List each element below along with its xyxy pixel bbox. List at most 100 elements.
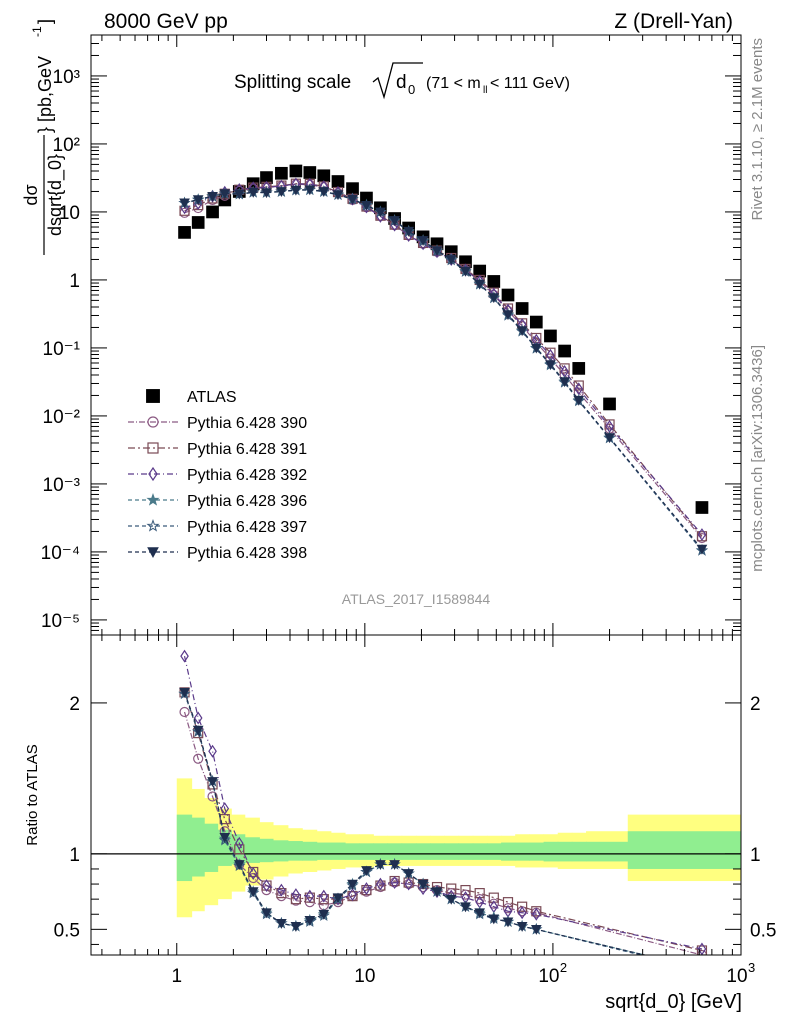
uncertainty-band-inner [627, 831, 742, 869]
x-tick-label: 10 [726, 966, 747, 987]
ratio-y-tick-label-left: 2 [69, 694, 80, 715]
ratio-point-s2-9 [305, 889, 315, 903]
data-point-s0-26 [544, 329, 557, 343]
ratio-point-s1-24 [517, 901, 528, 912]
data-point-s2-28 [573, 380, 584, 391]
data-point-s6-24 [516, 326, 528, 337]
x-tick-label-exponent: 2 [560, 960, 567, 975]
ratio-point-s5-12 [347, 879, 358, 890]
ratio-point-s5-10 [318, 909, 330, 920]
main-ylabel: dσ dsqrt{d_0} } [pb,GeV -1 ] [21, 19, 66, 255]
series-line-2 [184, 183, 703, 537]
uncertainty-band-inner [373, 843, 389, 860]
ratio-point-s1-7 [276, 888, 287, 899]
ratio-point-s5-24 [516, 921, 528, 932]
data-point-s0-29 [603, 397, 616, 411]
y-tick-label: 1 [69, 271, 80, 292]
ratio-point-s2-8 [291, 888, 301, 902]
ratio-point-s5-21 [474, 908, 486, 919]
ratio-point-s0-1 [193, 753, 204, 764]
ratio-point-s5-25 [530, 925, 542, 935]
ratio-frame [90, 634, 742, 956]
legend-label-6: Pythia 6.428 398 [187, 545, 307, 562]
main-marks [178, 164, 709, 556]
ratio-line-5 [183, 692, 648, 955]
ratio-point-s2-4 [234, 836, 244, 850]
legend-label-4: Pythia 6.428 396 [187, 493, 307, 510]
ratio-point-s2-2 [208, 744, 217, 758]
uncertainty-band-inner [345, 843, 360, 860]
ratio-point-s2-25 [531, 907, 541, 921]
uncertainty-band-inner [359, 843, 374, 860]
y-tick-label: 10⁻⁴ [41, 543, 80, 564]
ylabel-unit-end: ] [35, 19, 55, 24]
uncertainty-band-inner [244, 837, 260, 863]
uncertainty-band-inner [330, 842, 346, 860]
uncertainty-band-inner [191, 817, 205, 877]
x-tick-label-exponent: 3 [748, 960, 755, 975]
uncertainty-band-inner [486, 843, 502, 860]
data-point-s6-25 [530, 343, 542, 354]
y-tick-label: 10⁻¹ [43, 339, 81, 360]
ratio-point-s1-25 [531, 906, 542, 917]
ratio-point-s1-4 [234, 844, 245, 855]
data-point-s6-27 [559, 377, 570, 388]
uncertainty-band-inner [458, 843, 474, 860]
main-axis-ticks: 10⁻⁵ 10⁻⁴ 10⁻³ 10⁻² 10⁻¹ 1 10 10² 10³ [41, 34, 742, 636]
uncertainty-band-inner [176, 814, 193, 882]
chart-title: Splitting scale d 0 (71 < m ll < 111 GeV… [234, 62, 570, 100]
data-point-s0-22 [487, 275, 501, 288]
ratio-point-s2-0 [180, 649, 189, 663]
ratio-point-s5-2 [207, 777, 218, 787]
ylabel-numerator: dσ [21, 184, 41, 205]
header-process-label: Z (Drell-Yan) [614, 10, 733, 33]
uncertainty-band-inner [387, 843, 403, 860]
data-point-s6-28 [573, 395, 585, 406]
ratio-point-s5-5 [247, 887, 259, 898]
ratio-y-tick-label-right: 1 [750, 845, 761, 866]
data-point-s6-17 [417, 236, 429, 247]
y-tick-label: 10⁻³ [43, 475, 81, 496]
header-energy-label: 8000 GeV pp [104, 10, 228, 33]
uncertainty-band-inner [515, 842, 530, 861]
legend-marker-2 [147, 442, 159, 454]
ratio-point-s2-24 [517, 906, 527, 920]
legend-label-0: ATLAS [187, 389, 237, 406]
title-main: Splitting scale [234, 72, 351, 93]
ratio-point-s5-9 [304, 915, 316, 926]
ratio-point-s1-10 [318, 894, 329, 905]
uncertainty-band-inner [543, 841, 559, 862]
ratio-y-tick-label-left: 0.5 [54, 920, 80, 941]
data-point-s6-18 [431, 246, 443, 257]
uncertainty-band-inner [415, 843, 431, 860]
data-point-s0-0 [178, 226, 191, 239]
ylabel-unit-superscript: -1 [30, 26, 44, 37]
ratio-point-s0-0 [179, 706, 190, 718]
ratio-ylabel: Ratio to ATLAS [24, 744, 41, 845]
data-point-s3-30 [697, 528, 707, 542]
uncertainty-band-inner [204, 823, 219, 872]
ratio-point-s5-11 [332, 893, 344, 904]
data-point-s6-9 [304, 185, 316, 196]
data-point-s0-2 [206, 205, 219, 219]
data-point-s6-13 [361, 201, 372, 211]
data-point-s2-26 [545, 347, 556, 358]
legend-label-1: Pythia 6.428 390 [187, 415, 307, 432]
ratio-point-s5-19 [445, 894, 457, 905]
ratio-point-s2-6 [262, 879, 271, 893]
uncertainty-band-inner [259, 838, 274, 863]
ratio-point-s2-1 [193, 711, 203, 725]
legend-label-3: Pythia 6.428 392 [187, 467, 307, 484]
ratio-line-1 [183, 692, 703, 952]
data-point-s6-10 [318, 187, 330, 198]
ratio-series-group [178, 649, 708, 955]
legend-marker-1 [147, 416, 159, 428]
data-point-s0-9 [303, 166, 317, 179]
title-range-sub: ll [483, 85, 487, 96]
ratio-point-s5-20 [460, 902, 471, 913]
ratio-y-tick-label-right: 2 [750, 694, 761, 715]
ratio-point-s2-7 [277, 883, 286, 897]
data-point-s0-10 [317, 169, 331, 183]
ratio-point-s5-15 [389, 860, 400, 870]
